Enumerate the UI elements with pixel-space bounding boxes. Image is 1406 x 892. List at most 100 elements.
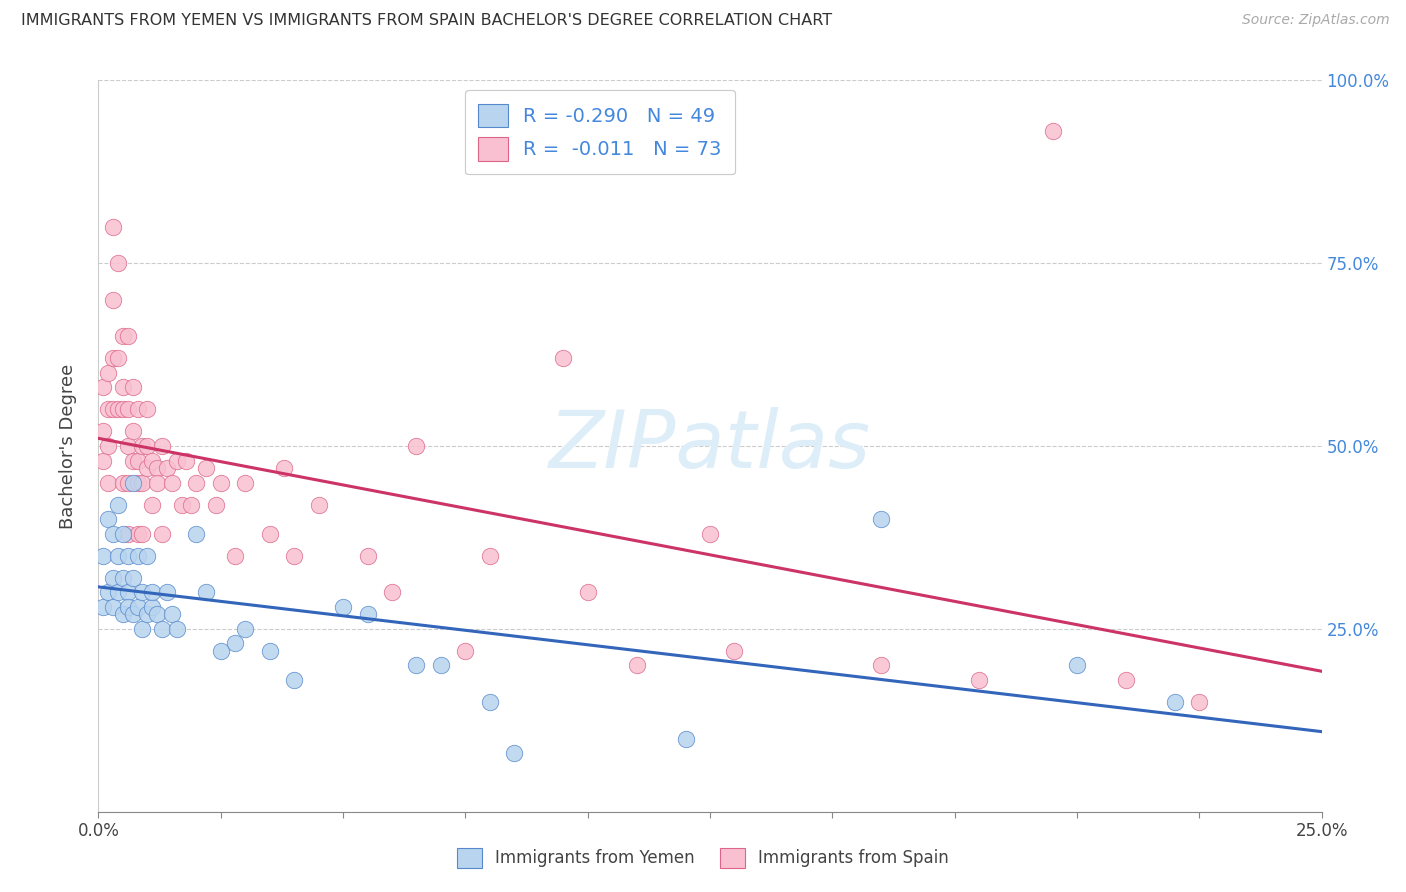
Point: [967, 673, 990, 687]
Point: [127, 526, 149, 541]
Y-axis label: Bachelor's Degree: Bachelor's Degree: [59, 363, 77, 529]
Point: [503, 746, 526, 760]
Point: [121, 571, 143, 585]
Point: [136, 461, 159, 475]
Point: [723, 644, 745, 658]
Point: [405, 658, 427, 673]
Point: [233, 475, 256, 490]
Text: Source: ZipAtlas.com: Source: ZipAtlas.com: [1241, 13, 1389, 28]
Point: [117, 402, 139, 417]
Point: [107, 351, 129, 366]
Point: [101, 571, 124, 585]
Point: [107, 498, 129, 512]
Point: [180, 498, 202, 512]
Point: [117, 585, 139, 599]
Point: [273, 461, 295, 475]
Point: [136, 549, 159, 563]
Point: [146, 475, 169, 490]
Point: [141, 498, 163, 512]
Point: [186, 475, 208, 490]
Point: [91, 549, 114, 563]
Point: [870, 512, 893, 526]
Point: [121, 453, 143, 467]
Point: [150, 622, 173, 636]
Point: [131, 526, 153, 541]
Point: [127, 453, 149, 467]
Point: [156, 585, 179, 599]
Point: [283, 549, 305, 563]
Point: [127, 402, 149, 417]
Point: [156, 461, 179, 475]
Point: [146, 607, 169, 622]
Point: [160, 607, 183, 622]
Point: [101, 526, 124, 541]
Point: [478, 695, 501, 709]
Point: [111, 329, 134, 343]
Point: [97, 585, 120, 599]
Point: [356, 549, 378, 563]
Point: [111, 475, 134, 490]
Point: [101, 351, 124, 366]
Point: [136, 439, 159, 453]
Legend: Immigrants from Yemen, Immigrants from Spain: Immigrants from Yemen, Immigrants from S…: [450, 841, 956, 875]
Point: [146, 461, 169, 475]
Point: [141, 585, 163, 599]
Point: [870, 658, 893, 673]
Point: [127, 599, 149, 614]
Point: [381, 585, 404, 599]
Point: [101, 219, 124, 234]
Point: [626, 658, 648, 673]
Point: [675, 731, 697, 746]
Point: [430, 658, 453, 673]
Point: [111, 380, 134, 394]
Point: [136, 607, 159, 622]
Point: [1042, 124, 1064, 138]
Point: [101, 599, 124, 614]
Point: [699, 526, 721, 541]
Point: [117, 526, 139, 541]
Point: [91, 425, 114, 439]
Point: [117, 599, 139, 614]
Point: [356, 607, 378, 622]
Point: [117, 475, 139, 490]
Point: [176, 453, 198, 467]
Point: [478, 549, 501, 563]
Point: [150, 439, 173, 453]
Point: [170, 498, 193, 512]
Point: [553, 351, 575, 366]
Point: [209, 644, 232, 658]
Point: [131, 475, 153, 490]
Point: [166, 622, 188, 636]
Point: [97, 439, 120, 453]
Legend: R = -0.290   N = 49, R =  -0.011   N = 73: R = -0.290 N = 49, R = -0.011 N = 73: [465, 90, 735, 175]
Point: [101, 293, 124, 307]
Point: [283, 673, 305, 687]
Point: [259, 526, 281, 541]
Point: [107, 402, 129, 417]
Point: [107, 585, 129, 599]
Point: [107, 256, 129, 270]
Point: [209, 475, 232, 490]
Text: ZIPatlas: ZIPatlas: [548, 407, 872, 485]
Point: [117, 549, 139, 563]
Point: [97, 366, 120, 380]
Point: [111, 571, 134, 585]
Point: [111, 402, 134, 417]
Point: [107, 549, 129, 563]
Text: IMMIGRANTS FROM YEMEN VS IMMIGRANTS FROM SPAIN BACHELOR'S DEGREE CORRELATION CHA: IMMIGRANTS FROM YEMEN VS IMMIGRANTS FROM…: [21, 13, 832, 29]
Point: [233, 622, 256, 636]
Point: [131, 439, 153, 453]
Point: [127, 475, 149, 490]
Point: [111, 526, 134, 541]
Point: [117, 439, 139, 453]
Point: [141, 453, 163, 467]
Point: [91, 599, 114, 614]
Point: [131, 622, 153, 636]
Point: [127, 549, 149, 563]
Point: [195, 585, 218, 599]
Point: [1066, 658, 1088, 673]
Point: [308, 498, 330, 512]
Point: [1188, 695, 1211, 709]
Point: [454, 644, 477, 658]
Point: [111, 607, 134, 622]
